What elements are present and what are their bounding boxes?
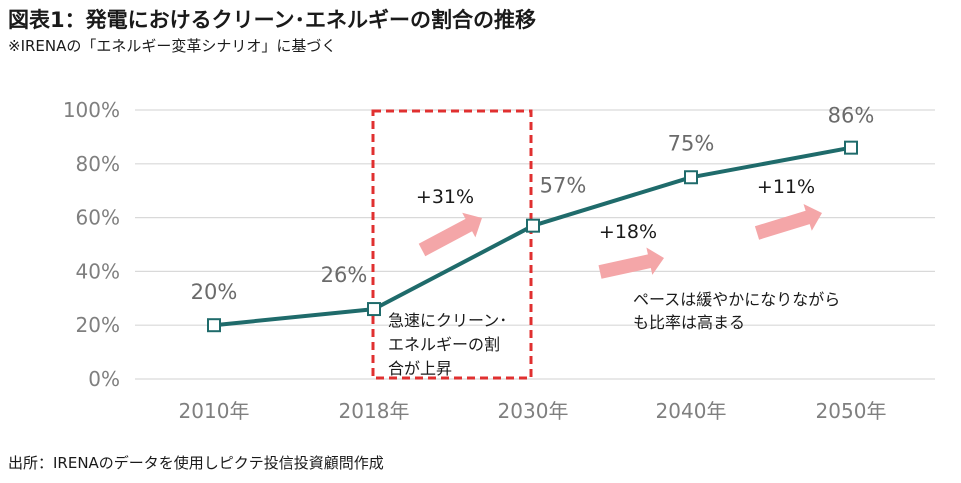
growth-annotations: +31% +18% +11% bbox=[416, 176, 822, 279]
growth-arrow bbox=[598, 247, 664, 279]
data-point-marker bbox=[367, 302, 381, 317]
y-tick-label: 40% bbox=[76, 259, 120, 283]
note-text: ペースは緩やかになりながら bbox=[633, 290, 840, 309]
x-axis-ticks: 2010年 2018年 2030年 2040年 2050年 bbox=[179, 399, 887, 423]
highlight-box-text: 急速にクリーン･ bbox=[388, 311, 507, 330]
chart-title: 図表1：発電におけるクリーン･エネルギーの割合の推移 bbox=[8, 8, 537, 32]
data-point-marker bbox=[684, 170, 698, 185]
data-label: 20% bbox=[191, 280, 238, 304]
y-tick-label: 0% bbox=[88, 367, 120, 391]
highlight-box-text: エネルギーの割 bbox=[388, 335, 500, 354]
chart-subtitle: ※IRENAの「エネルギー変革シナリオ」に基づく bbox=[8, 37, 337, 55]
note-text: も比率は高まる bbox=[633, 313, 745, 332]
y-tick-label: 20% bbox=[76, 313, 120, 337]
data-point-marker bbox=[207, 318, 221, 333]
x-tick-label: 2030年 bbox=[498, 399, 569, 423]
growth-label: +11% bbox=[757, 176, 815, 198]
y-tick-label: 80% bbox=[76, 152, 120, 176]
data-point-marker bbox=[844, 140, 858, 155]
y-tick-label: 100% bbox=[63, 98, 120, 122]
y-axis-ticks: 0% 20% 40% 60% 80% 100% bbox=[63, 98, 120, 391]
highlight-box-text: 合が上昇 bbox=[388, 359, 452, 378]
data-point-marker bbox=[526, 218, 540, 233]
growth-arrow bbox=[754, 204, 822, 240]
series-clean-energy-share bbox=[207, 140, 858, 333]
x-tick-label: 2010年 bbox=[179, 399, 250, 423]
growth-label: +31% bbox=[416, 186, 474, 208]
growth-arrow bbox=[418, 212, 482, 257]
highlight-box bbox=[371, 109, 533, 380]
x-tick-label: 2050年 bbox=[816, 399, 887, 423]
chart-source: 出所：IRENAのデータを使用しピクテ投信投資顧問作成 bbox=[8, 454, 384, 472]
x-tick-label: 2040年 bbox=[656, 399, 727, 423]
data-label: 26% bbox=[321, 263, 368, 287]
data-label: 75% bbox=[668, 131, 715, 155]
data-labels: 20% 26% 57% 75% 86% bbox=[191, 104, 875, 305]
x-tick-label: 2018年 bbox=[339, 399, 410, 423]
data-label: 86% bbox=[828, 104, 875, 128]
gridlines bbox=[135, 109, 935, 380]
data-label: 57% bbox=[540, 174, 587, 198]
y-tick-label: 60% bbox=[76, 206, 120, 230]
growth-label: +18% bbox=[599, 221, 657, 243]
